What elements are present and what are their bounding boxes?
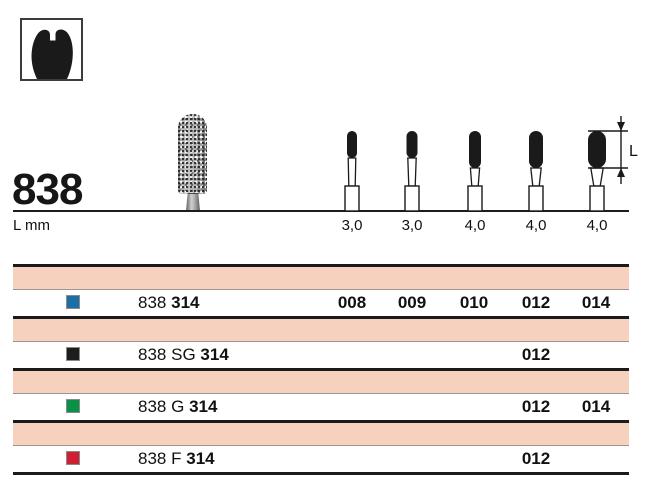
iso-size: 012	[521, 345, 551, 364]
arrow-down-icon	[617, 122, 625, 131]
application-icon-box	[20, 18, 83, 81]
iso-size	[444, 446, 504, 472]
iso-size: 009	[397, 293, 427, 312]
table-thin-rule	[13, 289, 629, 290]
table-rule	[13, 316, 629, 319]
iso-size	[382, 394, 442, 420]
diamond-bur-photo-shank	[186, 193, 200, 211]
table-band	[13, 319, 629, 341]
iso-size	[444, 394, 504, 420]
table-band	[13, 267, 629, 289]
iso-size	[382, 446, 442, 472]
bur-silhouette-figure-1	[330, 128, 374, 212]
iso-size	[566, 342, 626, 368]
bur-silhouette-figure-2	[390, 128, 434, 212]
table-thin-rule	[13, 393, 629, 394]
iso-size: 008	[337, 293, 367, 312]
product-number: 838	[12, 165, 83, 214]
dimension-letter: L	[629, 143, 638, 160]
table-band	[13, 371, 629, 393]
length-dimension-indicator: L	[584, 112, 647, 193]
iso-size: 012	[521, 397, 551, 416]
color-swatch	[66, 295, 80, 309]
table-rule	[13, 420, 629, 423]
table-row: 838 SG 314 012	[13, 342, 629, 368]
arrow-up-icon	[617, 168, 625, 177]
iso-size	[382, 342, 442, 368]
product-code: 838 314	[138, 293, 200, 312]
table-row: 838 F 314 012	[13, 446, 629, 472]
table-thin-rule	[13, 341, 629, 342]
color-swatch	[66, 451, 80, 465]
figure-length-label: 4,0	[464, 217, 486, 234]
figure-length-label: 3,0	[401, 217, 423, 234]
iso-size: 012	[521, 449, 551, 468]
product-code: 838 F 314	[138, 449, 215, 468]
table-row: 838 314 008 009 010 012 014	[13, 290, 629, 316]
figure-length-label: 4,0	[525, 217, 547, 234]
iso-size	[322, 342, 382, 368]
iso-size: 010	[459, 293, 489, 312]
iso-size	[322, 394, 382, 420]
iso-size	[322, 446, 382, 472]
figure-length-label: 4,0	[586, 217, 608, 234]
table-rule	[13, 264, 629, 267]
iso-size: 014	[581, 293, 611, 312]
unit-label: L mm	[13, 217, 50, 234]
bur-silhouette-figure-3	[453, 128, 497, 212]
product-code: 838 SG 314	[138, 345, 229, 364]
iso-size	[566, 446, 626, 472]
table-band	[13, 423, 629, 445]
table-thin-rule	[13, 445, 629, 446]
iso-size	[444, 342, 504, 368]
baseline-rule	[13, 210, 629, 212]
color-swatch	[66, 399, 80, 413]
bur-silhouette-figure-4	[514, 128, 558, 212]
color-swatch	[66, 347, 80, 361]
diamond-bur-photo-head	[178, 114, 207, 194]
product-code: 838 G 314	[138, 397, 218, 416]
table-row: 838 G 314 012 014	[13, 394, 629, 420]
iso-size: 012	[521, 293, 551, 312]
table-rule	[13, 472, 629, 475]
bur-silhouette-figure-5	[575, 128, 619, 212]
table-rule	[13, 368, 629, 371]
figure-length-label: 3,0	[341, 217, 363, 234]
iso-size: 014	[581, 397, 611, 416]
